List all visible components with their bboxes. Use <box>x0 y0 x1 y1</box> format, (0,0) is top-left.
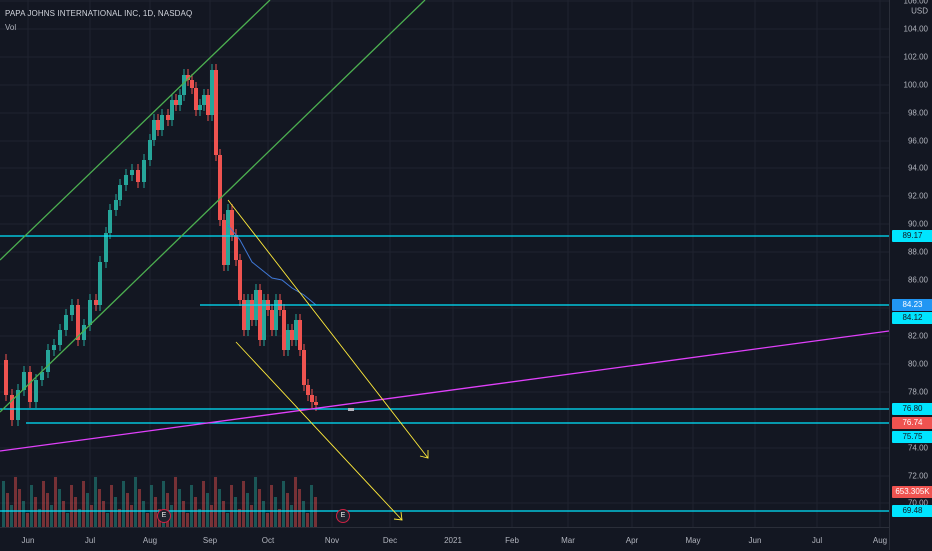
time-tick: Jul <box>84 536 96 545</box>
price-label[interactable]: 84.23 <box>892 299 932 311</box>
time-tick: Jun <box>21 536 35 545</box>
time-tick: 2021 <box>444 536 462 545</box>
price-tick: 100.00 <box>903 80 928 90</box>
candlestick-series <box>4 64 318 426</box>
price-tick: 92.00 <box>907 191 928 201</box>
time-tick: Oct <box>261 536 275 545</box>
price-label[interactable]: 89.17 <box>892 230 932 242</box>
volume-legend[interactable]: Vol <box>5 23 17 32</box>
time-tick: May <box>685 536 701 545</box>
grid-lines <box>0 0 889 527</box>
price-label[interactable]: 76.80 <box>892 403 932 415</box>
price-tick: 78.00 <box>907 387 928 397</box>
price-tick: 98.00 <box>907 108 928 118</box>
time-tick: Apr <box>625 536 639 545</box>
price-tick: 74.00 <box>907 443 928 453</box>
price-tick: 106.00 <box>903 0 928 6</box>
price-label[interactable]: 69.48 <box>892 505 932 517</box>
price-tick: 96.00 <box>907 136 928 146</box>
earnings-marker-2[interactable]: E <box>336 509 350 523</box>
price-tick: 88.00 <box>907 247 928 257</box>
time-tick: Sep <box>202 536 218 545</box>
time-tick: Jul <box>811 536 823 545</box>
currency-label: USD <box>911 6 928 16</box>
time-tick: Dec <box>382 536 398 545</box>
time-tick: Aug <box>872 536 888 545</box>
drawing-tools[interactable] <box>0 0 889 521</box>
price-axis[interactable]: USD 106.00 104.00 102.00 100.00 98.00 96.00 94… <box>889 0 932 550</box>
time-tick: Feb <box>505 536 519 545</box>
price-tick: 72.00 <box>907 471 928 481</box>
symbol-legend[interactable]: PAPA JOHNS INTERNATIONAL INC, 1D, NASDAQ <box>5 9 193 18</box>
price-tick: 104.00 <box>903 24 928 34</box>
earnings-marker-1[interactable]: E <box>157 509 171 523</box>
time-tick: Aug <box>142 536 158 545</box>
chart-canvas[interactable] <box>0 0 889 527</box>
time-tick: Nov <box>324 536 340 545</box>
price-label[interactable]: 76.74 <box>892 417 932 429</box>
price-tick: 102.00 <box>903 52 928 62</box>
price-label[interactable]: 75.75 <box>892 431 932 443</box>
time-axis[interactable]: Jun Jul Aug Sep Oct Nov Dec 2021 Feb Mar Apr May Jun… <box>0 527 889 551</box>
price-tick: 90.00 <box>907 219 928 229</box>
price-tick: 86.00 <box>907 275 928 285</box>
price-tick: 70.00 <box>907 498 928 508</box>
price-tick: 80.00 <box>907 359 928 369</box>
time-tick: Mar <box>561 536 575 545</box>
price-tick: 94.00 <box>907 163 928 173</box>
price-tick: 82.00 <box>907 331 928 341</box>
time-tick: Jun <box>748 536 762 545</box>
price-label[interactable]: 653.305K <box>892 486 932 498</box>
price-label[interactable]: 84.12 <box>892 312 932 324</box>
